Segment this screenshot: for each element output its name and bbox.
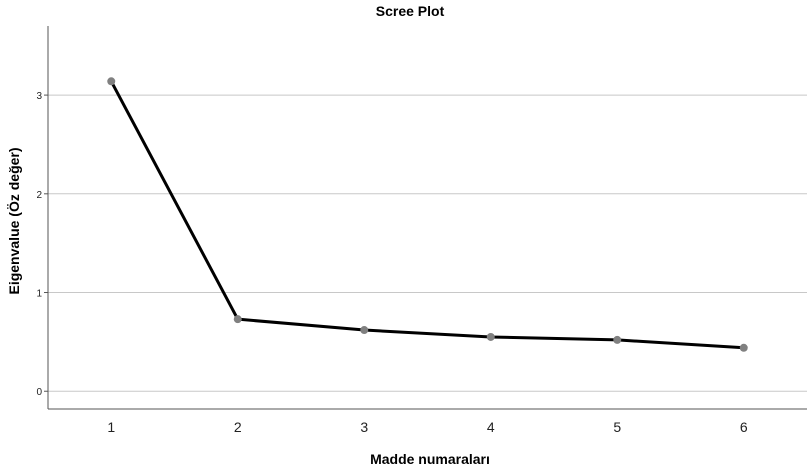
y-tick-label-2: 2	[36, 190, 42, 201]
x-axis-label: Madde numaraları	[370, 451, 490, 467]
axes	[44, 26, 807, 410]
data-point-2	[233, 315, 242, 324]
x-tick-label-2: 2	[234, 419, 242, 435]
gridlines	[48, 94, 807, 392]
x-tick-label-3: 3	[360, 419, 368, 435]
tick-labels: 0 1 2 3 1 2 3 4 5 6	[36, 91, 747, 435]
series-line-1	[109, 80, 744, 350]
y-tick-label-3: 3	[36, 91, 42, 102]
series-line	[109, 80, 744, 350]
data-points	[107, 77, 748, 352]
x-tick-label-5: 5	[613, 419, 621, 435]
x-tick-label-4: 4	[487, 419, 495, 435]
x-tick-label-1: 1	[107, 419, 115, 435]
data-point-5	[613, 335, 622, 344]
data-point-6	[739, 343, 748, 352]
y-tick-label-1: 1	[36, 289, 42, 300]
data-point-1	[107, 77, 116, 86]
chart-title: Scree Plot	[376, 3, 445, 19]
data-point-3	[360, 326, 369, 335]
x-tick-label-6: 6	[740, 419, 748, 435]
y-axis-label: Eigenvalue (Öz değer)	[6, 147, 22, 294]
y-tick-label-0: 0	[36, 387, 42, 398]
data-point-4	[486, 332, 495, 341]
